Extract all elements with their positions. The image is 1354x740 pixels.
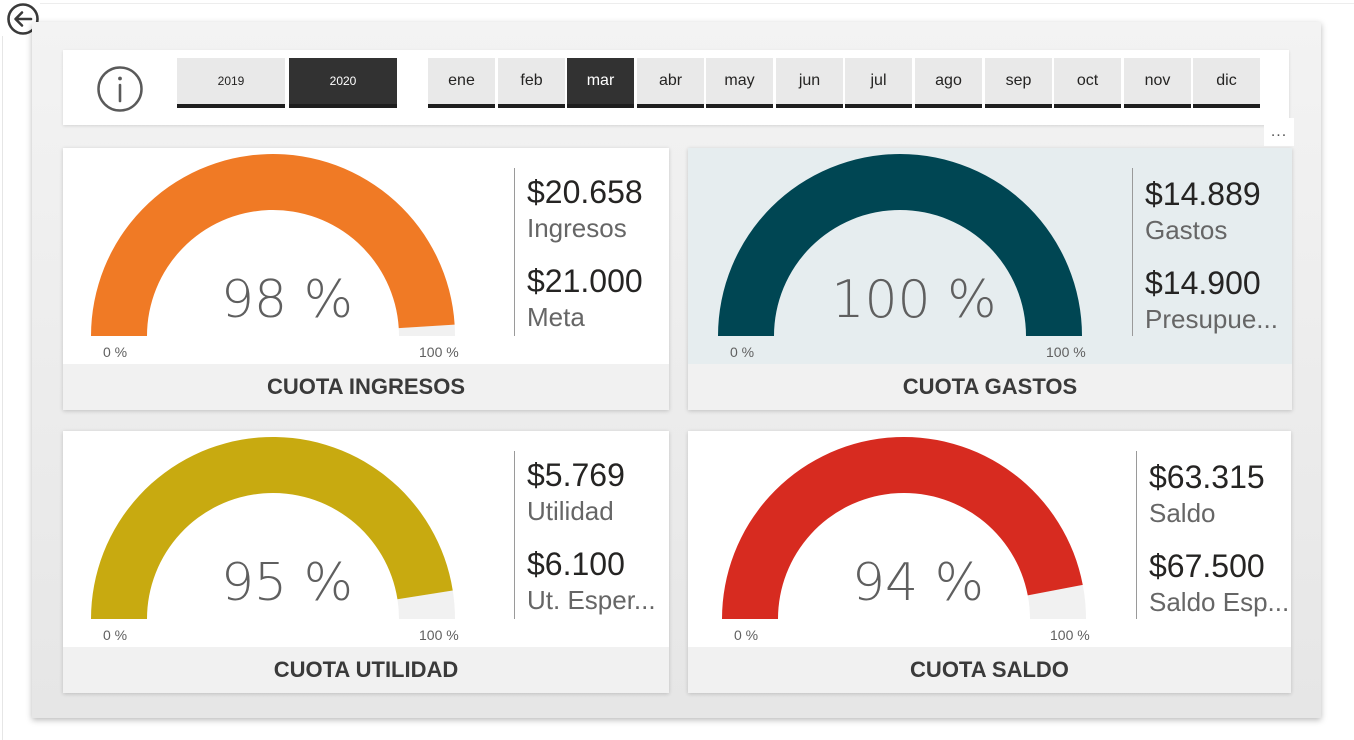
kpi-target-value: $67.500 bbox=[1149, 548, 1265, 584]
gauge-min-label: 0 % bbox=[103, 344, 128, 360]
gauge-value-arc bbox=[722, 436, 1083, 619]
kpi-primary-value: $63.315 bbox=[1149, 459, 1265, 495]
card-cuota-saldo: 94 % 0 % 100 % $63.315 Saldo $67.500 Sal… bbox=[688, 431, 1291, 693]
month-button-sep[interactable]: sep bbox=[985, 58, 1052, 108]
kpi-target-label: Ut. Esper... bbox=[527, 585, 656, 615]
gauge-percent: 98 % bbox=[220, 270, 354, 330]
info-icon[interactable] bbox=[96, 65, 144, 113]
month-button-mar[interactable]: mar bbox=[567, 58, 634, 108]
gauge-percent: 94 % bbox=[851, 553, 985, 613]
kpi-target-label: Presupue... bbox=[1145, 304, 1278, 334]
gauge-percent: 100 % bbox=[831, 270, 997, 330]
month-button-dic[interactable]: dic bbox=[1193, 58, 1260, 108]
card-cuota-gastos: 100 % 0 % 100 % $14.889 Gastos $14.900 P… bbox=[688, 148, 1292, 410]
kpi-target-label: Saldo Esp... bbox=[1149, 587, 1290, 617]
kpi-primary: $5.769 Utilidad bbox=[527, 455, 625, 527]
kpi-target: $14.900 Presupue... bbox=[1145, 263, 1278, 335]
kpi-primary: $20.658 Ingresos bbox=[527, 172, 643, 244]
card-title: CUOTA GASTOS bbox=[688, 364, 1292, 410]
month-button-may[interactable]: may bbox=[706, 58, 773, 108]
month-button-jul[interactable]: jul bbox=[845, 58, 912, 108]
kpi-target-value: $21.000 bbox=[527, 263, 643, 299]
gauge-gastos-arc bbox=[718, 154, 1082, 336]
gauge-ingresos-arc bbox=[91, 153, 455, 336]
gauge-utilidad-arc bbox=[91, 436, 455, 619]
gauge-utilidad: 95 % 0 % 100 % bbox=[91, 431, 511, 647]
kpi-primary-value: $14.889 bbox=[1145, 176, 1261, 212]
kpi-divider bbox=[1136, 451, 1137, 619]
kpi-target: $67.500 Saldo Esp... bbox=[1149, 546, 1289, 618]
frame-left-line bbox=[2, 36, 3, 740]
month-button-jun[interactable]: jun bbox=[776, 58, 843, 108]
kpi-target: $6.100 Ut. Esper... bbox=[527, 544, 656, 616]
year-button-2019[interactable]: 2019 bbox=[177, 58, 285, 108]
card-title: CUOTA SALDO bbox=[688, 647, 1291, 693]
card-title: CUOTA UTILIDAD bbox=[63, 647, 669, 693]
gauge-max-label: 100 % bbox=[419, 344, 459, 360]
gauge-remaining-arc bbox=[1027, 584, 1086, 619]
gauge-min-label: 0 % bbox=[103, 627, 128, 643]
month-button-oct[interactable]: oct bbox=[1054, 58, 1121, 108]
gauge-gastos: 100 % 0 % 100 % bbox=[718, 148, 1138, 364]
month-button-ene[interactable]: ene bbox=[428, 58, 495, 108]
card-cuota-utilidad: 95 % 0 % 100 % $5.769 Utilidad $6.100 Ut… bbox=[63, 431, 669, 693]
gauge-min-label: 0 % bbox=[730, 344, 755, 360]
kpi-primary-label: Saldo bbox=[1149, 498, 1216, 528]
gauge-max-label: 100 % bbox=[1046, 344, 1086, 360]
month-button-ago[interactable]: ago bbox=[915, 58, 982, 108]
gauge-saldo: 94 % 0 % 100 % bbox=[722, 431, 1142, 647]
card-cuota-ingresos: 98 % 0 % 100 % $20.658 Ingresos $21.000 … bbox=[63, 148, 669, 410]
kpi-target-value: $14.900 bbox=[1145, 265, 1261, 301]
year-button-2020[interactable]: 2020 bbox=[289, 58, 397, 108]
month-button-abr[interactable]: abr bbox=[637, 58, 704, 108]
gauge-remaining-arc bbox=[397, 590, 455, 619]
gauge-percent: 95 % bbox=[220, 553, 354, 613]
gauge-max-label: 100 % bbox=[1050, 627, 1090, 643]
kpi-divider bbox=[514, 451, 515, 619]
kpi-primary-label: Utilidad bbox=[527, 496, 614, 526]
back-arrow-icon[interactable] bbox=[6, 2, 40, 36]
gauge-min-label: 0 % bbox=[734, 627, 759, 643]
more-options-button[interactable]: ... bbox=[1264, 118, 1294, 146]
kpi-primary: $14.889 Gastos bbox=[1145, 174, 1261, 246]
kpi-primary-label: Ingresos bbox=[527, 213, 627, 243]
gauge-value-arc bbox=[91, 153, 455, 336]
kpi-target: $21.000 Meta bbox=[527, 261, 643, 333]
kpi-primary: $63.315 Saldo bbox=[1149, 457, 1265, 529]
kpi-primary-value: $5.769 bbox=[527, 457, 625, 493]
gauge-max-label: 100 % bbox=[419, 627, 459, 643]
frame-top-line bbox=[40, 3, 1354, 4]
kpi-divider bbox=[514, 168, 515, 336]
kpi-primary-value: $20.658 bbox=[527, 174, 643, 210]
month-button-nov[interactable]: nov bbox=[1124, 58, 1191, 108]
kpi-divider bbox=[1132, 168, 1133, 336]
month-button-feb[interactable]: feb bbox=[498, 58, 565, 108]
gauge-value-arc bbox=[91, 436, 453, 619]
kpi-primary-label: Gastos bbox=[1145, 215, 1228, 245]
kpi-target-label: Meta bbox=[527, 302, 585, 332]
kpi-target-value: $6.100 bbox=[527, 546, 625, 582]
gauge-value-arc bbox=[718, 154, 1082, 336]
gauge-saldo-arc bbox=[722, 436, 1086, 619]
gauge-ingresos: 98 % 0 % 100 % bbox=[91, 148, 511, 364]
card-title: CUOTA INGRESOS bbox=[63, 364, 669, 410]
gauge-remaining-arc bbox=[398, 324, 455, 336]
